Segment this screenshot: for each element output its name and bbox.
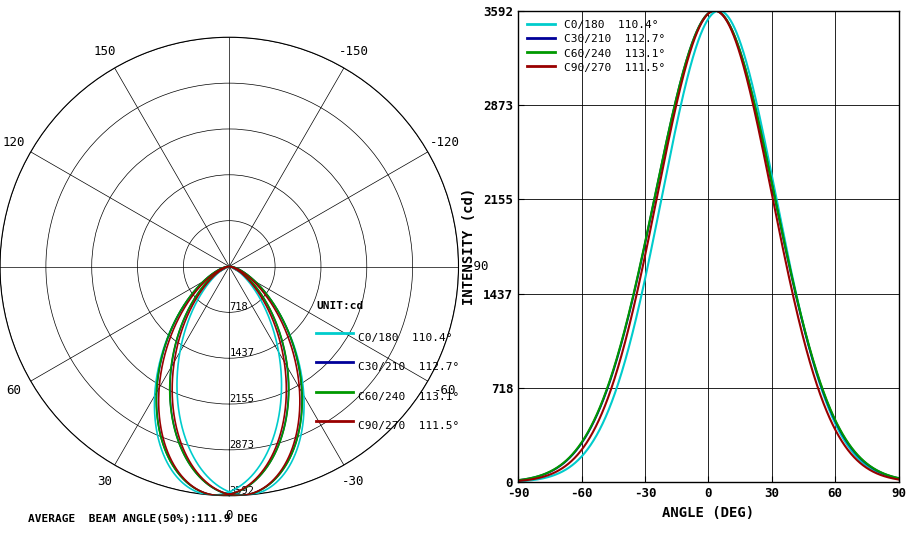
Text: C0/180  110.4°: C0/180 110.4° [358, 333, 452, 343]
Text: C60/240  113.1°: C60/240 113.1° [358, 392, 458, 402]
Legend: C0/180  110.4°, C30/210  112.7°, C60/240  113.1°, C90/270  111.5°: C0/180 110.4°, C30/210 112.7°, C60/240 1… [524, 16, 668, 76]
Text: UNIT:cd: UNIT:cd [316, 301, 364, 311]
Text: AVERAGE  BEAM ANGLE(50%):111.9 DEG: AVERAGE BEAM ANGLE(50%):111.9 DEG [28, 514, 257, 524]
Text: C90/270  111.5°: C90/270 111.5° [358, 421, 458, 431]
X-axis label: ANGLE (DEG): ANGLE (DEG) [662, 506, 755, 520]
Y-axis label: INTENSITY (cd): INTENSITY (cd) [462, 188, 476, 305]
Text: C30/210  112.7°: C30/210 112.7° [358, 362, 458, 373]
